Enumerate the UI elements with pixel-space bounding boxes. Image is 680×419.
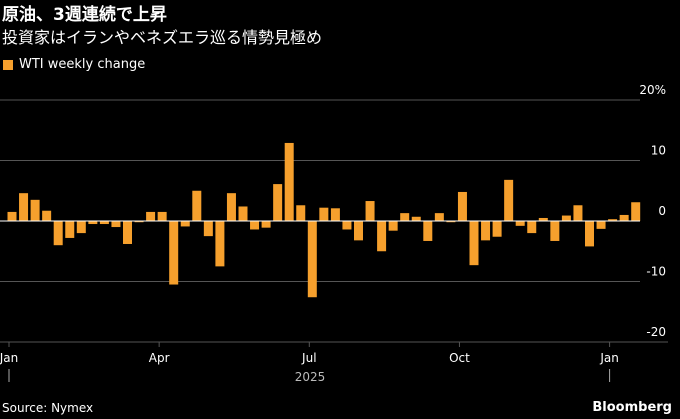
bar [273,184,283,221]
bar [354,221,363,241]
y-tick-label: 10 [651,144,666,158]
axes: 20% 10 0 -10 -20 Jan Apr Jul Oct Jan 2025 [0,83,668,384]
y-tick-label: -20 [646,325,666,339]
bar [585,221,594,247]
bar [76,221,86,234]
bar [215,221,225,267]
bar [53,221,63,246]
x-tick-label: Jul [301,351,316,365]
bar [134,221,144,223]
y-tick-label: -10 [646,265,666,279]
bar [169,221,179,285]
bar [504,179,514,221]
bar [561,215,571,221]
bar [330,208,340,221]
bar [42,210,52,221]
bar [342,221,352,230]
bar [226,193,236,221]
bars [7,142,641,298]
bar [203,221,213,237]
bar [457,191,467,221]
chart-title: 原油、3週連続で上昇 [2,5,167,25]
bar [65,221,75,238]
bar [146,211,156,221]
year-label: 2025 [295,370,326,384]
bar [527,221,537,234]
chart-subtitle: 投資家はイランやベネズエラ巡る情勢見極め [2,28,323,47]
bar [608,219,618,221]
source-note: Source: Nymex [2,401,94,415]
bar [7,211,17,221]
x-tick-label: Jan [0,351,18,365]
bar [19,193,29,221]
legend-swatch [3,59,13,70]
brand-logo: Bloomberg [592,400,672,415]
bar [238,206,248,221]
bar [446,221,456,223]
bar [573,205,583,221]
bar [261,221,271,228]
bar [319,207,329,221]
bar [192,190,202,221]
y-tick-label: 0 [658,204,666,218]
x-tick-label: Jan [599,351,619,365]
bar [180,221,190,227]
bar [388,221,398,231]
bar [423,221,433,241]
bar [411,216,421,221]
bar [88,221,98,225]
legend-label: WTI weekly change [19,57,146,72]
bar [123,221,132,244]
y-tick-label: 20% [639,83,666,97]
legend: WTI weekly change [3,57,145,72]
bar [30,199,40,221]
bar [99,221,109,225]
bar [250,221,260,230]
x-tick-label: Oct [449,351,470,365]
bar [515,221,525,226]
bar [111,221,121,228]
bar [307,221,317,298]
bar [296,205,306,221]
x-tick-label: Apr [149,351,170,365]
bar [492,221,502,237]
bar [631,202,641,221]
bar [619,214,629,221]
bar [469,221,479,266]
bar [481,221,491,241]
bar [538,217,548,221]
bar [365,201,375,221]
bar [377,221,387,252]
bar [596,221,606,229]
bar [434,213,444,221]
bar [400,213,410,221]
bar [284,142,294,221]
bar [157,211,167,221]
bar [550,221,560,241]
